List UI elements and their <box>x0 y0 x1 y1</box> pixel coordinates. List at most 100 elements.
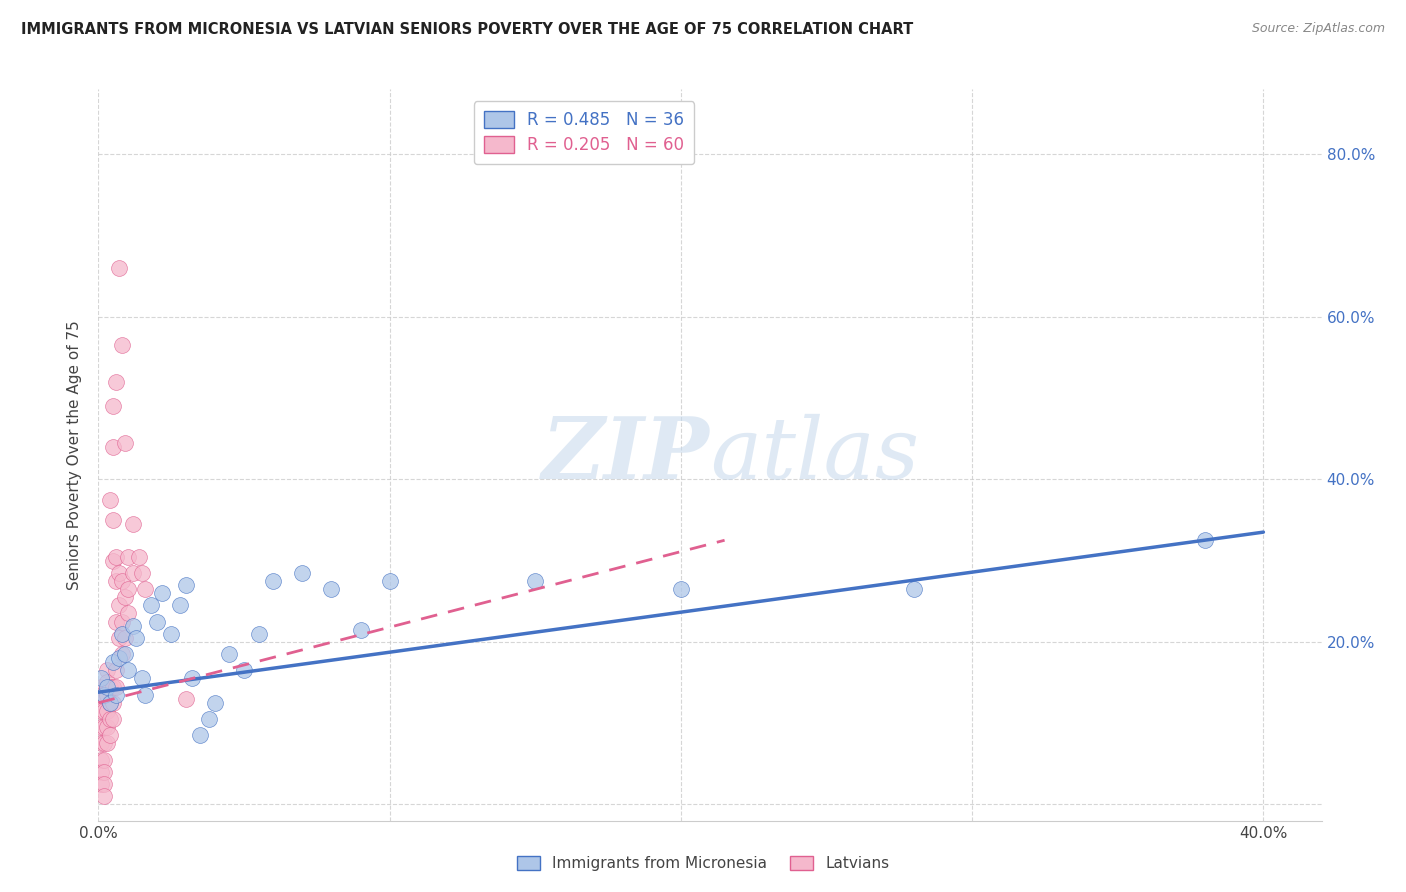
Point <box>122 618 145 632</box>
Point <box>93 736 115 750</box>
Point <box>101 553 124 567</box>
Point <box>114 631 136 645</box>
Point <box>233 663 256 677</box>
Point <box>128 549 150 564</box>
Point <box>114 647 136 661</box>
Point <box>96 736 118 750</box>
Point <box>117 663 139 677</box>
Point <box>96 688 118 702</box>
Point <box>104 549 127 564</box>
Point <box>247 626 270 640</box>
Text: Source: ZipAtlas.com: Source: ZipAtlas.com <box>1251 22 1385 36</box>
Point <box>90 753 112 767</box>
Point <box>98 492 121 507</box>
Point <box>114 590 136 604</box>
Point <box>93 720 115 734</box>
Point <box>111 574 134 588</box>
Point <box>90 764 112 779</box>
Point <box>321 582 343 596</box>
Point <box>98 696 121 710</box>
Y-axis label: Seniors Poverty Over the Age of 75: Seniors Poverty Over the Age of 75 <box>67 320 83 590</box>
Point <box>90 688 112 702</box>
Point <box>93 753 115 767</box>
Point <box>96 663 118 677</box>
Point <box>96 704 118 718</box>
Point <box>174 578 197 592</box>
Point <box>378 574 401 588</box>
Point <box>96 675 118 690</box>
Point <box>108 599 131 613</box>
Point <box>104 663 127 677</box>
Text: IMMIGRANTS FROM MICRONESIA VS LATVIAN SENIORS POVERTY OVER THE AGE OF 75 CORRELA: IMMIGRANTS FROM MICRONESIA VS LATVIAN SE… <box>21 22 914 37</box>
Point <box>117 549 139 564</box>
Point <box>101 696 124 710</box>
Point <box>218 647 240 661</box>
Point <box>117 582 139 596</box>
Point <box>98 712 121 726</box>
Point <box>117 607 139 621</box>
Point <box>96 680 118 694</box>
Point <box>108 651 131 665</box>
Point <box>101 712 124 726</box>
Point <box>349 623 371 637</box>
Point <box>93 688 115 702</box>
Point <box>90 736 112 750</box>
Point <box>101 655 124 669</box>
Point <box>169 599 191 613</box>
Point <box>104 680 127 694</box>
Point <box>111 338 134 352</box>
Legend: Immigrants from Micronesia, Latvians: Immigrants from Micronesia, Latvians <box>509 848 897 879</box>
Point <box>122 516 145 531</box>
Point <box>134 582 156 596</box>
Point <box>104 574 127 588</box>
Point <box>104 615 127 629</box>
Point <box>111 626 134 640</box>
Point <box>152 586 174 600</box>
Point <box>131 566 153 580</box>
Point <box>111 615 134 629</box>
Point <box>104 688 127 702</box>
Point <box>204 696 226 710</box>
Point <box>125 631 148 645</box>
Point <box>90 704 112 718</box>
Point <box>139 599 162 613</box>
Text: ZIP: ZIP <box>543 413 710 497</box>
Point <box>90 720 112 734</box>
Legend: R = 0.485   N = 36, R = 0.205   N = 60: R = 0.485 N = 36, R = 0.205 N = 60 <box>474 101 695 164</box>
Point <box>90 672 112 686</box>
Point <box>101 680 124 694</box>
Point <box>122 566 145 580</box>
Point <box>93 764 115 779</box>
Point <box>108 260 131 275</box>
Point <box>134 688 156 702</box>
Point <box>262 574 284 588</box>
Point <box>188 728 212 742</box>
Point <box>98 696 121 710</box>
Point <box>93 688 115 702</box>
Point <box>90 777 112 791</box>
Point <box>108 631 131 645</box>
Point <box>669 582 692 596</box>
Point <box>174 691 197 706</box>
Point <box>145 615 167 629</box>
Point <box>98 680 121 694</box>
Point <box>180 672 202 686</box>
Point <box>160 626 183 640</box>
Point <box>104 375 127 389</box>
Point <box>131 672 153 686</box>
Point <box>114 435 136 450</box>
Point <box>93 789 115 804</box>
Point <box>101 513 124 527</box>
Point <box>93 704 115 718</box>
Point <box>101 399 124 413</box>
Point <box>96 720 118 734</box>
Point <box>291 566 314 580</box>
Text: atlas: atlas <box>710 414 920 496</box>
Point <box>108 566 131 580</box>
Point <box>903 582 925 596</box>
Point <box>93 777 115 791</box>
Point <box>198 712 221 726</box>
Point <box>101 440 124 454</box>
Point <box>111 647 134 661</box>
Point <box>1194 533 1216 548</box>
